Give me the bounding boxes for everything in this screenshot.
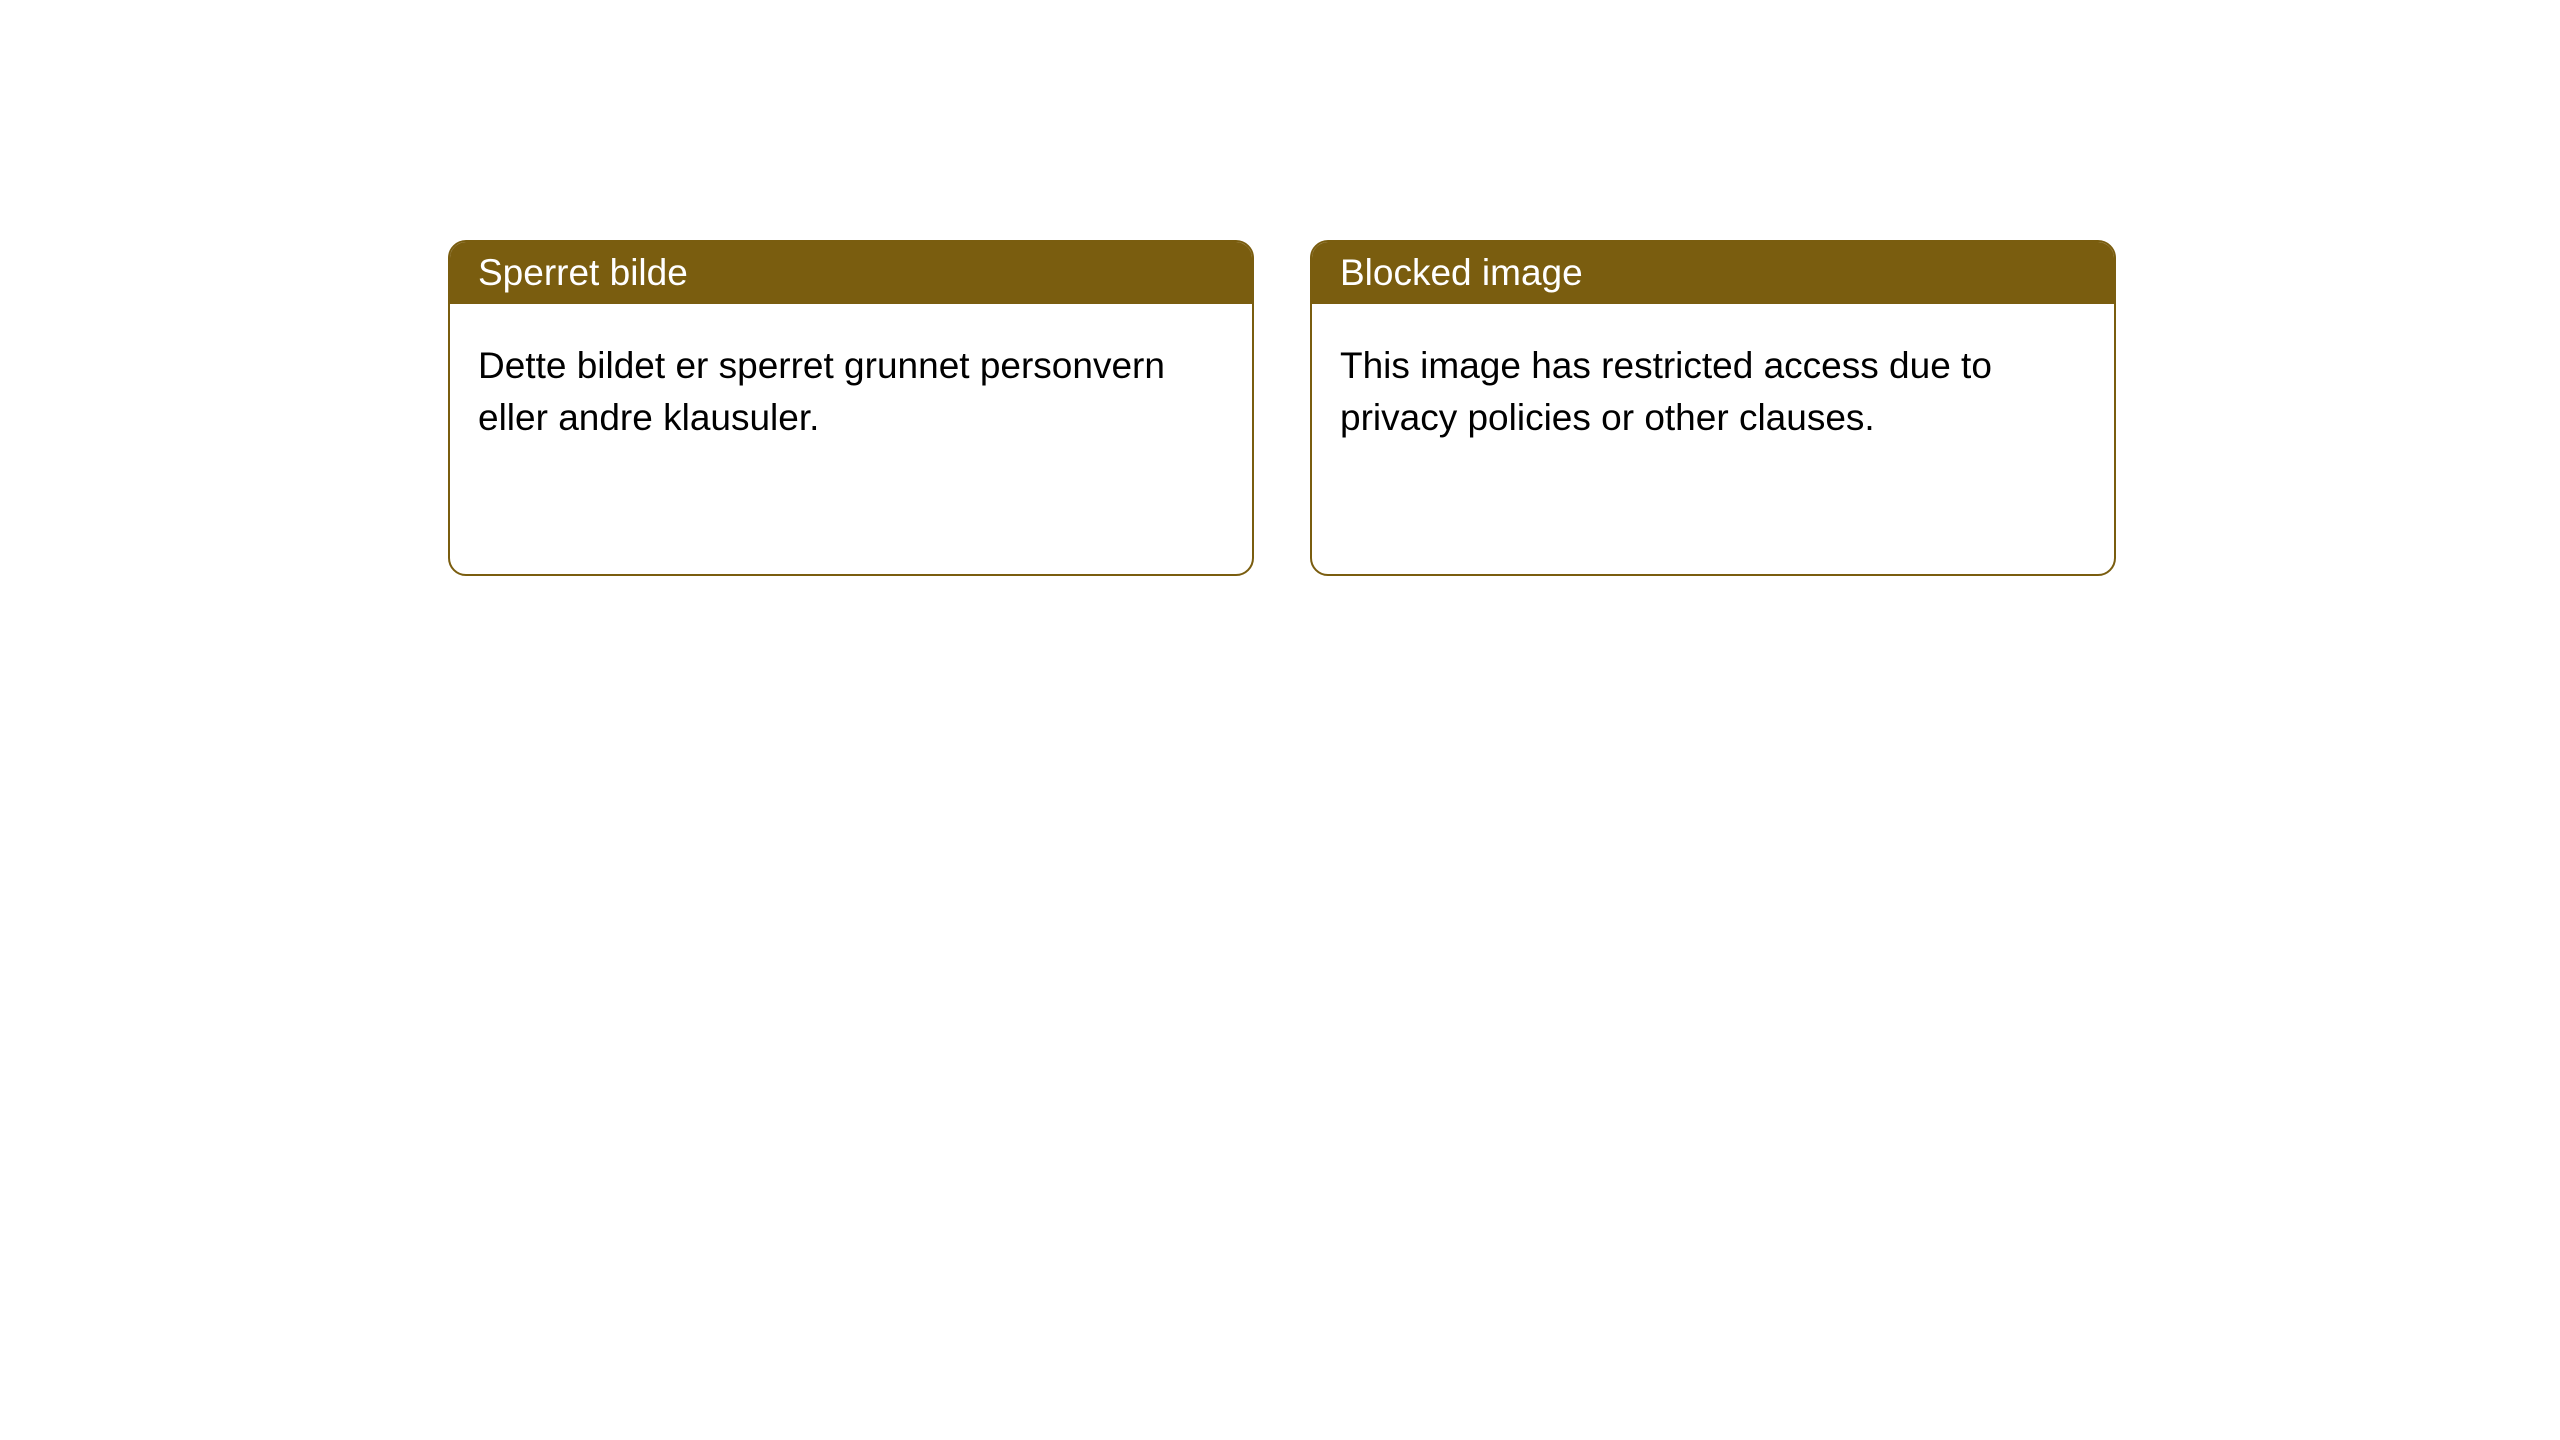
card-body-text: Dette bildet er sperret grunnet personve… <box>478 345 1165 438</box>
card-title: Blocked image <box>1340 252 1583 293</box>
notice-cards-container: Sperret bilde Dette bildet er sperret gr… <box>0 0 2560 576</box>
card-body: This image has restricted access due to … <box>1312 304 2114 574</box>
card-header: Sperret bilde <box>450 242 1252 304</box>
card-body: Dette bildet er sperret grunnet personve… <box>450 304 1252 574</box>
card-body-text: This image has restricted access due to … <box>1340 345 1992 438</box>
card-header: Blocked image <box>1312 242 2114 304</box>
blocked-image-card-no: Sperret bilde Dette bildet er sperret gr… <box>448 240 1254 576</box>
blocked-image-card-en: Blocked image This image has restricted … <box>1310 240 2116 576</box>
card-title: Sperret bilde <box>478 252 688 293</box>
